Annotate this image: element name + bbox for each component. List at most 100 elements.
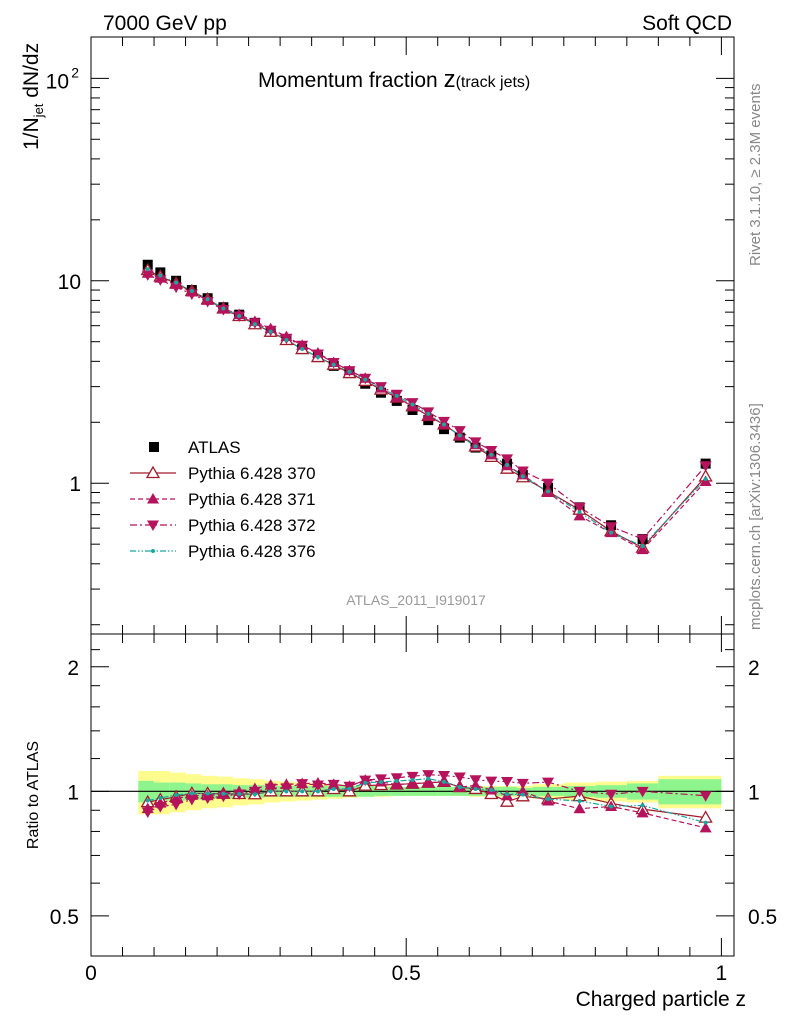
y-tick-label: 10 [58,271,81,294]
ratio-point-series-3 [145,798,150,803]
data-point-series-3 [457,433,462,438]
data-point-series-2 [501,454,514,465]
ratio-point-series-2 [248,786,261,798]
data-point-series-2 [154,275,167,286]
ratio-point-series-2 [311,780,324,792]
data-point-series-3 [473,444,478,449]
legend-marker-3 [151,549,155,553]
data-point-series-1 [573,509,586,521]
ratio-point-series-2 [374,774,387,785]
data-point-series-2 [636,534,649,546]
x-tick-label: 0.5 [392,962,421,985]
ratio-point-series-3 [268,789,273,794]
x-axis-label: Charged particle z [576,988,746,1011]
data-point-series-3 [609,530,614,535]
data-point-series-3 [300,347,305,352]
ratio-tick-label-right: 2 [748,657,760,680]
data-point-series-2 [485,446,498,457]
ratio-point-series-3 [221,791,226,796]
data-point-series-3 [546,489,551,494]
ratio-point-series-3 [546,797,551,802]
data-point-series-3 [268,329,273,334]
mcplots-label: mcplots.cern.ch [arXiv:1306.3436] [747,403,764,630]
ratio-line-3 [147,778,706,824]
main-series [140,259,713,555]
ratio-point-series-3 [205,791,210,796]
legend-label-3: Pythia 6.428 376 [188,542,316,561]
data-point-series-2 [453,426,466,437]
legend-label-1: Pythia 6.428 371 [188,490,316,509]
legend-marker-atlas [149,442,159,452]
y-axis-label: 1/Njet dN/dz [20,43,46,150]
chart-title-var: z [444,66,456,93]
ratio-panel: 0.5 0.5 1 1 2 2 0 0.5 1 Ratio to ATLAS Charged p… [25,633,777,1011]
legend-label-0: Pythia 6.428 370 [188,464,316,483]
data-point-series-3 [221,306,226,311]
data-point-series-3 [284,337,289,342]
ratio-series [140,770,713,833]
ratio-axis-label: Ratio to ATLAS [25,741,42,849]
ratio-point-series-2 [501,777,514,788]
data-point-series-3 [505,463,510,468]
data-point-series-3 [703,476,708,481]
data-point-series-2 [201,297,214,308]
ratio-point-series-3 [174,792,179,797]
data-point-series-3 [145,267,150,272]
x-tick-label: 0 [85,962,97,985]
data-point-series-2 [516,466,529,477]
y-axis-label-main: 1/N [20,117,43,150]
ratio-point-series-3 [609,804,614,809]
data-point-series-2 [699,461,712,472]
ratio-point-series-2 [154,802,167,813]
ratio-point-series-3 [347,786,352,791]
data-point-series-3 [189,289,194,294]
ratio-point-series-2 [699,791,712,802]
ratio-point-series-2 [170,799,183,811]
ratio-tick-label: 1 [67,781,79,804]
legend-label-2: Pythia 6.428 372 [188,516,316,535]
ratio-point-series-2 [453,772,466,783]
ratio-point-series-3 [505,792,510,797]
data-point-series-2 [141,270,154,281]
ratio-point-series-3 [577,799,582,804]
data-point-series-2 [542,478,555,490]
x-tick-label: 1 [716,962,728,985]
analysis-id: ATLAS_2011_I919017 [346,592,486,608]
data-point-series-2 [185,289,198,301]
ratio-point-series-3 [640,803,645,808]
data-point-series-3 [331,362,336,367]
ratio-point-series-2 [516,778,529,790]
data-point-series-2 [170,282,183,294]
y-tick-label: 10 [46,70,69,93]
data-point-series-2 [438,416,451,428]
ratio-point-series-2 [422,770,435,781]
ratio-point-series-2 [438,771,451,782]
ratio-tick-label-right: 1 [748,781,760,804]
ratio-point-series-2 [327,779,340,791]
data-point-series-2 [605,522,618,533]
data-point-series-3 [442,422,447,427]
ratio-point-series-3 [189,791,194,796]
ratio-point-series-3 [300,789,305,794]
ratio-point-series-2 [636,786,649,798]
ratio-point-series-1 [636,806,649,818]
ratio-point-series-2 [141,807,154,818]
ratio-point-series-2 [605,789,618,801]
legend-marker-0 [145,465,161,479]
ratio-point-series-3 [284,789,289,794]
ratio-point-series-2 [201,793,214,805]
chart-title-main: Momentum fraction [258,69,444,92]
y-tick-label-exponent: 2 [71,64,79,80]
ratio-point-series-3 [237,791,242,796]
ratio-tick-label: 2 [67,657,79,680]
legend: ATLAS Pythia 6.428 370 Pythia 6.428 371 Pyt… [130,438,316,561]
ratio-point-series-1 [406,777,419,789]
ratio-point-series-3 [520,792,525,797]
ratio-point-series-3 [315,789,320,794]
energy-label: 7000 GeV pp [103,12,227,35]
data-point-series-3 [489,452,494,457]
data-point-series-3 [378,386,383,391]
data-point-series-3 [205,297,210,302]
